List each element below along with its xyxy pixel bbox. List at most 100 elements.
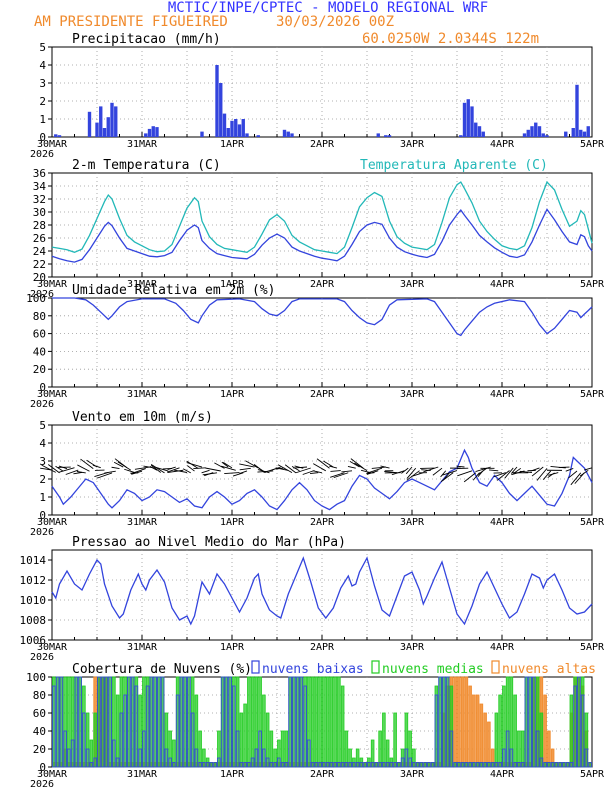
wind-barb [350,458,364,469]
y-tick-label: 20 [33,363,46,376]
wind-barb [186,460,199,469]
cloud-bar-low [535,730,540,768]
y-tick-label: 1012 [20,574,47,587]
x-tick-label: 5APR [580,642,605,653]
cloud-bar-low [314,762,319,768]
cloud-bar-low [460,762,465,768]
wind-barb [312,470,323,474]
cloud-bar-low [434,694,439,768]
x-tick-label: 4APR [490,389,515,400]
panel-title: Precipitacao (mm/h) [72,32,221,47]
cloud-bar-low [565,762,570,768]
cloud-bar-low [187,676,191,768]
x-tick-label: 1APR [220,279,245,290]
wind-barb [531,466,544,477]
panel-title: Umidade Relativa em 2m (%) [72,283,276,298]
precip-bar [526,129,530,137]
cloud-bar-low [104,676,109,768]
cloud-bar-low [179,676,184,768]
cloud-bar-high [487,721,491,768]
cloud-bar-low [194,748,199,768]
x-tick-label: 5APR [580,139,605,150]
precip-bar [466,99,470,137]
cloud-bar-high [468,685,472,768]
wind-barb [77,464,90,472]
x-tick-label: 3APR [400,517,425,528]
cloud-bar-low [539,757,544,768]
cloud-bar-low [520,762,525,768]
panel-rh: 0 20 40 60 80 100 30MAR 31MAR 1APR 2APR 3APR 4APR 5A… [26,283,605,410]
y-tick-label: 100 [26,292,46,305]
cloud-bar-low [498,762,502,768]
cloud-bar-low [67,748,71,768]
cloud-bar-low [112,739,116,768]
wind-barb [519,470,533,474]
cloud-bar-low [254,748,259,768]
wind-barb [510,466,518,474]
cloud-bar-low [359,762,364,768]
wind-barb [294,465,304,469]
cloud-bar-low [547,762,551,768]
cloud-bar-low [385,762,390,768]
cloud-bar-low [70,739,75,768]
cloud-bar-mid [337,676,341,768]
precip-bar [151,126,155,137]
cloud-bar-mid [393,712,397,768]
x-tick-label: 2APR [310,769,335,780]
cloud-bar-low [277,757,281,768]
cloud-bar-low [175,694,180,768]
wind-barb [221,461,229,468]
cloud-bar-mid [247,676,251,768]
y-tick-label: 40 [33,725,46,738]
precip-bar [384,135,388,137]
wind-barb [117,461,131,471]
wind-barb [330,470,341,472]
wind-barb [59,467,75,473]
x-tick-label: 30MAR [37,279,68,290]
cloud-bar-high [464,676,469,768]
precip-bar [106,117,110,137]
x-tick-label: 30MAR [37,642,68,653]
cloud-bar-low [490,762,495,768]
cloud-bar-low [438,676,442,768]
wind-barb [214,462,225,469]
apparent-temp-title: Temperatura Aparente (C) [360,158,548,173]
main-title: MCTIC/INPE/CPTEC - MODELO REGIONAL WRF [168,0,488,16]
wind-barb [329,465,338,469]
cloud-bar-low [588,762,592,768]
cloud-bar-high [457,676,461,768]
cloud-bar-low [400,757,405,768]
x-tick-label: 31MAR [127,642,158,653]
series-line-blue [51,208,593,263]
cloud-bar-low [513,762,517,768]
panel-pressure: 1006 1008 1010 1012 1014 30MAR 31MAR 1APR 2APR 3A… [20,535,606,663]
x-tick-label: 5APR [580,517,605,528]
cloud-bar-low [449,730,454,768]
x-tick-label: 2APR [310,279,335,290]
cloud-bar-low [280,762,285,768]
wind-barb [73,471,83,475]
wind-barb [113,461,124,468]
cloud-bar-low [562,762,566,768]
wind-barb [97,472,113,479]
wind-barb [173,469,188,473]
cloud-bar-mid [250,676,255,768]
cloud-bar-low [487,762,491,768]
cloud-bar-mid [269,730,274,768]
series-line-blue [51,448,593,511]
cloud-bar-low [453,762,457,768]
precip-bar [290,133,294,137]
station-coords: 60.0250W 2.0344S 122m [362,31,539,47]
wind-barb [302,470,315,475]
precip-bar [226,128,230,137]
cloud-bar-low [528,676,532,768]
wind-barb [239,470,248,474]
wind-barb [530,467,540,472]
cloud-bar-low [100,676,105,768]
x-tick-label: 2APR [310,517,335,528]
y-tick-label: 3 [39,455,46,468]
wind-barb [568,470,578,479]
y-tick-label: 20 [33,271,46,284]
precip-bar [114,106,118,137]
